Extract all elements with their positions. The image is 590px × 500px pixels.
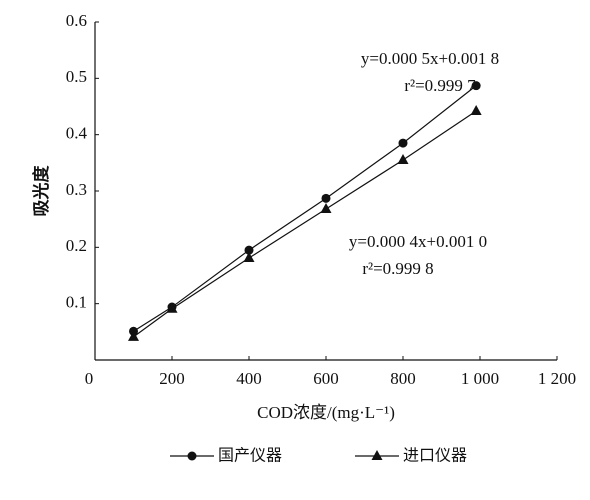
y-tick-label: 0.6	[66, 11, 87, 30]
x-tick-label: 0	[85, 369, 94, 388]
point	[398, 138, 408, 148]
y-tick-label: 0.5	[66, 67, 87, 86]
point	[243, 252, 255, 263]
point	[397, 154, 409, 165]
series-line	[133, 110, 477, 338]
x-tick-label: 800	[390, 369, 416, 388]
y-tick-label: 0.1	[66, 293, 87, 312]
legend-marker	[371, 450, 383, 460]
point	[128, 330, 139, 341]
x-tick-label: 200	[159, 369, 185, 388]
annotation: y=0.000 5x+0.001 8	[361, 49, 499, 68]
legend-label: 国产仪器	[218, 446, 282, 465]
x-tick-label: 400	[236, 369, 262, 388]
x-tick-label: 1 000	[461, 369, 499, 388]
series-line	[133, 85, 477, 332]
point	[244, 245, 254, 255]
point	[471, 81, 481, 91]
x-axis-label: COD浓度/(mg·L⁻¹)	[257, 403, 395, 422]
point	[166, 302, 178, 313]
x-tick-label: 600	[313, 369, 339, 388]
annotation: r²=0.999 8	[362, 259, 433, 278]
annotation: y=0.000 4x+0.001 0	[349, 232, 487, 251]
y-tick-label: 0.3	[66, 180, 87, 199]
y-tick-label: 0.2	[66, 236, 87, 255]
point	[470, 105, 482, 116]
legend-label: 进口仪器	[403, 446, 467, 465]
x-tick-label: 1 200	[538, 369, 576, 388]
y-tick-label: 0.4	[66, 124, 88, 143]
legend-marker	[187, 451, 197, 461]
point	[320, 203, 332, 214]
annotation: r²=0.999 7	[404, 76, 476, 95]
y-axis-label: 吸光度	[31, 165, 52, 217]
point	[321, 193, 331, 203]
